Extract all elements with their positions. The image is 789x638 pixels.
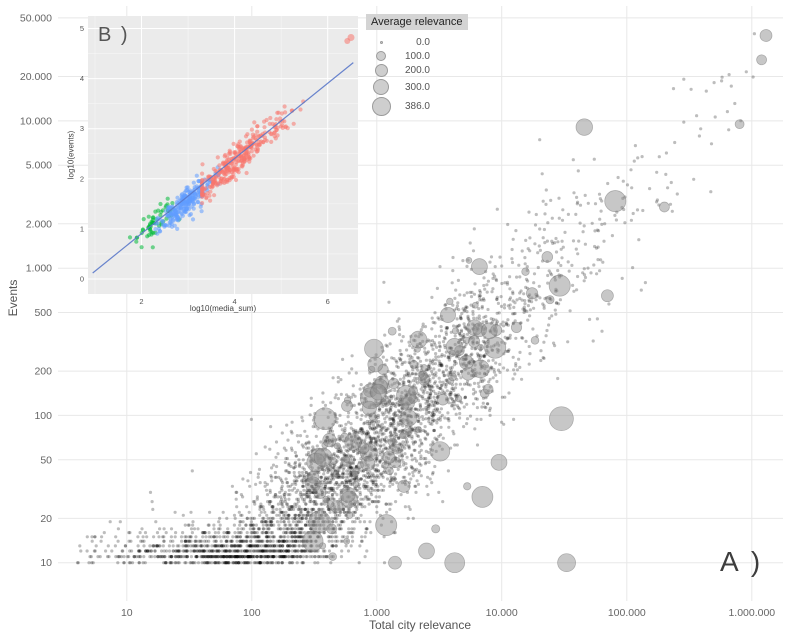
svg-text:1.000.000: 1.000.000 (728, 607, 775, 619)
svg-text:4: 4 (80, 74, 84, 83)
svg-text:50.000: 50.000 (20, 12, 52, 24)
svg-text:200: 200 (34, 366, 52, 378)
inset-y-axis-title: log10(events) (66, 130, 76, 180)
svg-text:10.000: 10.000 (20, 115, 52, 127)
size-bubble-icon (374, 64, 388, 77)
size-bubble-icon (371, 97, 391, 116)
legend-items: 0.0 100.0 200.0 300.0 386.0 (368, 36, 468, 116)
legend-item-label: 200.0 (404, 65, 430, 76)
main-scatter-points (75, 32, 757, 565)
svg-text:5: 5 (80, 24, 84, 33)
svg-text:100.000: 100.000 (608, 607, 646, 619)
svg-text:1: 1 (80, 224, 84, 233)
legend-bubble-key (368, 64, 394, 77)
bubble-size-legend: Average relevance 0.0 100.0 200.0 300.0 386.… (366, 12, 468, 118)
size-bubble-icon (376, 51, 386, 61)
svg-text:0: 0 (80, 275, 84, 284)
inset-fit-line (92, 62, 354, 274)
svg-text:500: 500 (34, 307, 52, 319)
main-y-axis-title: Events (6, 279, 20, 317)
svg-text:3: 3 (80, 124, 84, 133)
main-x-axis-title: Total city relevance (368, 618, 472, 632)
legend-bubble-key (368, 51, 394, 61)
svg-text:2: 2 (139, 297, 143, 306)
svg-text:100: 100 (243, 607, 261, 619)
panel-label-a: A ) (720, 546, 764, 577)
legend-item-label: 386.0 (404, 101, 430, 112)
legend-item-label: 0.0 (416, 36, 430, 48)
svg-text:100: 100 (34, 410, 52, 422)
svg-text:2.000: 2.000 (26, 218, 52, 230)
legend-item: 200.0 (368, 64, 468, 77)
legend-item: 100.0 (368, 50, 468, 62)
legend-bubble-key (368, 79, 394, 95)
inset-outlier-point (347, 34, 355, 41)
legend-bubble-key (368, 40, 394, 44)
svg-text:1.000: 1.000 (364, 607, 390, 619)
svg-text:10: 10 (121, 607, 133, 619)
legend-item: 386.0 (368, 97, 468, 116)
svg-text:2: 2 (80, 174, 84, 183)
size-bubble-icon (379, 40, 383, 44)
svg-text:6: 6 (326, 297, 330, 306)
legend-item-label: 100.0 (404, 50, 430, 62)
svg-text:20: 20 (40, 513, 52, 525)
legend-item-label: 300.0 (404, 81, 430, 93)
svg-text:10.000: 10.000 (486, 607, 518, 619)
panel-label-b: B ) (98, 24, 130, 46)
size-bubble-icon (373, 79, 389, 95)
inset-x-axis-title: log10(media_sum) (189, 304, 257, 313)
legend-item: 0.0 (368, 36, 468, 48)
legend-bubble-key (368, 97, 394, 116)
svg-text:5.000: 5.000 (26, 160, 52, 172)
legend-item: 300.0 (368, 79, 468, 95)
main-axis-tick-labels: 10 100 1.000 10.000 100.000 1.000.00010205010… (20, 12, 775, 619)
svg-text:20.000: 20.000 (20, 71, 52, 83)
svg-text:1.000: 1.000 (26, 263, 52, 275)
svg-text:10: 10 (40, 557, 52, 569)
main-relevance-bubbles (302, 29, 773, 574)
legend-title: Average relevance (366, 14, 468, 30)
svg-text:50: 50 (40, 454, 52, 466)
